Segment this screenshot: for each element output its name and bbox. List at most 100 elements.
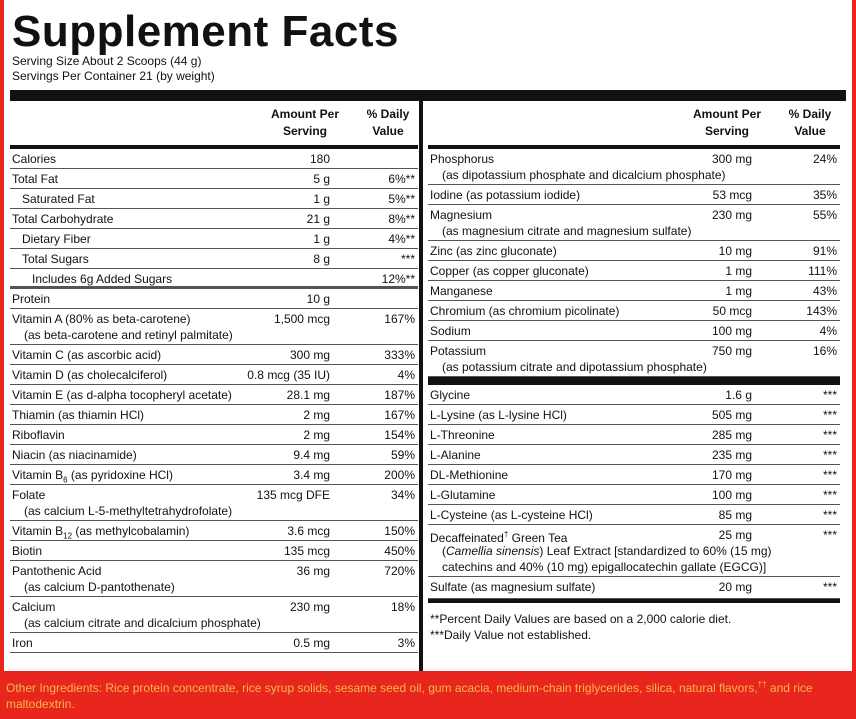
nutrient-amount: 135 mcg DFE [256,488,330,502]
nutrient-dv: 167% [384,408,415,422]
nutrient-name: L-Cysteine (as L-cysteine HCl) [430,508,593,522]
nutrient-row: Total Fat 5 g 6%** [10,169,418,189]
nutrient-sub: (as dipotassium phosphate and dicalcium … [442,168,726,182]
nutrient-row: DL-Methionine 170 mg *** [428,465,840,485]
nutrient-amount: 230 mg [711,208,752,222]
nutrient-amount: 9.4 mg [293,448,330,462]
nutrient-dv: 16% [812,344,837,358]
nutrient-amount: 21 g [306,212,330,226]
nutrient-name: Copper (as copper gluconate) [430,264,589,278]
nutrient-sub: (as calcium citrate and dicalcium phosph… [24,616,261,630]
nutrient-dv: 18% [390,600,415,614]
nutrient-row: Sodium 100 mg 4% [428,321,840,341]
nutrient-dv: 111% [808,264,837,278]
nutrient-row: Thiamin (as thiamin HCl) 2 mg 167% [10,405,418,425]
nutrient-name: DL-Methionine [430,468,509,482]
nutrient-dv: *** [822,448,837,462]
nutrient-dv: *** [822,488,837,502]
nutrient-name: Glycine [430,388,471,402]
nutrient-dv: *** [822,388,837,402]
nutrient-name: Sodium [430,324,471,338]
nutrient-sub: (as calcium D-pantothenate) [24,580,175,594]
nutrient-amount: 170 mg [711,468,752,482]
nutrient-amount: 1 g [313,232,330,246]
nutrient-dv: 91% [812,244,837,258]
nutrient-name: Iodine (as potassium iodide) [430,188,581,202]
nutrient-dv: 450% [384,544,415,558]
nutrient-amount: 2 mg [303,408,330,422]
nutrient-row: Iron 0.5 mg 3% [10,633,418,653]
nutrient-name: Vitamin A (80% as beta-carotene) [12,312,191,326]
nutrient-dv: 5%** [388,192,415,206]
nutrient-name: Protein [12,292,51,306]
nutrient-amount: 85 mg [718,508,752,522]
nutrient-row: Riboflavin 2 mg 154% [10,425,418,445]
nutrient-amount: 3.4 mg [293,468,330,482]
nutrient-amount: 230 mg [289,600,330,614]
nutrient-row: Pantothenic Acid 36 mg 720% (as calcium D-p… [10,561,418,597]
header-bar [10,145,418,149]
amount-header: Amount Per Serving [682,106,772,140]
nutrient-row: Biotin 135 mcg 450% [10,541,418,561]
nutrient-amount: 53 mcg [712,188,752,202]
nutrient-name: Biotin [12,544,43,558]
footnotes: **Percent Daily Values are based on a 2,… [428,603,840,643]
nutrient-amount: 180 [309,152,330,166]
nutrient-sub: (as calcium L-5-methyltetrahydrofolate) [24,504,233,518]
nutrient-name: Vitamin D (as cholecalciferol) [12,368,168,382]
nutrient-name: Thiamin (as thiamin HCl) [12,408,145,422]
nutrient-dv: 35% [812,188,837,202]
amount-header-line1: Amount Per [692,107,761,121]
nutrient-row: Saturated Fat 1 g 5%** [10,189,418,209]
nutrient-row: Zinc (as zinc gluconate) 10 mg 91% [428,241,840,261]
nutrient-name: L-Threonine [430,428,495,442]
nutrient-name: Potassium [430,344,487,358]
nutrient-row: Copper (as copper gluconate) 1 mg 111% [428,261,840,281]
nutrient-row: Glycine 1.6 g *** [428,385,840,405]
nutrient-row: Vitamin B12 (as methylcobalamin) 3.6 mcg 1… [10,521,418,541]
nutrient-row: Protein 10 g [10,289,418,309]
nutrient-name: Calories [12,152,57,166]
section-bar [428,377,840,385]
nutrient-name: Phosphorus [430,152,495,166]
nutrient-sub: (as magnesium citrate and magnesium sulf… [442,224,692,238]
nutrient-row: Calcium 230 mg 18% (as calcium citrate and … [10,597,418,633]
top-thick-bar [10,90,846,101]
nutrient-dv: 55% [812,208,837,222]
nutrient-row: Folate 135 mcg DFE 34% (as calcium L-5-meth… [10,485,418,521]
nutrient-name: Iron [12,636,33,650]
nutrient-amount: 100 mg [711,488,752,502]
nutrient-row: Vitamin A (80% as beta-carotene) 1,500 mc… [10,309,418,345]
dv-header-line1: % Daily [788,107,832,121]
amount-header-line2: Serving [704,124,749,138]
nutrient-row: Includes 6g Added Sugars 12%** [10,269,418,289]
nutrient-row: Niacin (as niacinamide) 9.4 mg 59% [10,445,418,465]
amount-header: Amount Per Serving [260,106,350,140]
nutrient-amount: 50 mcg [712,304,752,318]
nutrient-name: Vitamin B12 (as methylcobalamin) [12,524,189,543]
nutrient-row: Magnesium 230 mg 55% (as magnesium citrate … [428,205,840,241]
footnote-bar [428,599,840,603]
nutrient-row: Vitamin C (as ascorbic acid) 300 mg 333% [10,345,418,365]
column-divider [419,101,423,671]
page-title: Supplement Facts [12,7,399,56]
nutrient-dv: 4% [397,368,415,382]
nutrient-amount: 10 g [306,292,330,306]
nutrient-name: Dietary Fiber [22,232,91,246]
nutrient-sub: (as potassium citrate and dipotassium ph… [442,360,707,374]
left-rows: Calories 180 Total Fat 5 g 6%** Saturated Fat… [10,149,418,653]
nutrient-dv: 150% [384,524,415,538]
nutrient-name: Zinc (as zinc gluconate) [430,244,557,258]
nutrient-row: L-Threonine 285 mg *** [428,425,840,445]
nutrient-row: Vitamin E (as d-alpha tocopheryl acetate… [10,385,418,405]
nutrient-name: Vitamin C (as ascorbic acid) [12,348,162,362]
nutrient-amount: 20 mg [718,580,752,594]
nutrient-dv: 59% [390,448,415,462]
nutrient-row: Potassium 750 mg 16% (as potassium citrate … [428,341,840,377]
dv-header-line2: Value [372,124,404,138]
footnote-dv: **Percent Daily Values are based on a 2,… [430,612,732,626]
nutrient-name-part: (as pyridoxine HCl) [67,468,173,482]
nutrient-dv: 6%** [388,172,415,186]
servings-per-container: Servings Per Container 21 (by weight) [12,69,215,83]
nutrient-amount: 750 mg [711,344,752,358]
